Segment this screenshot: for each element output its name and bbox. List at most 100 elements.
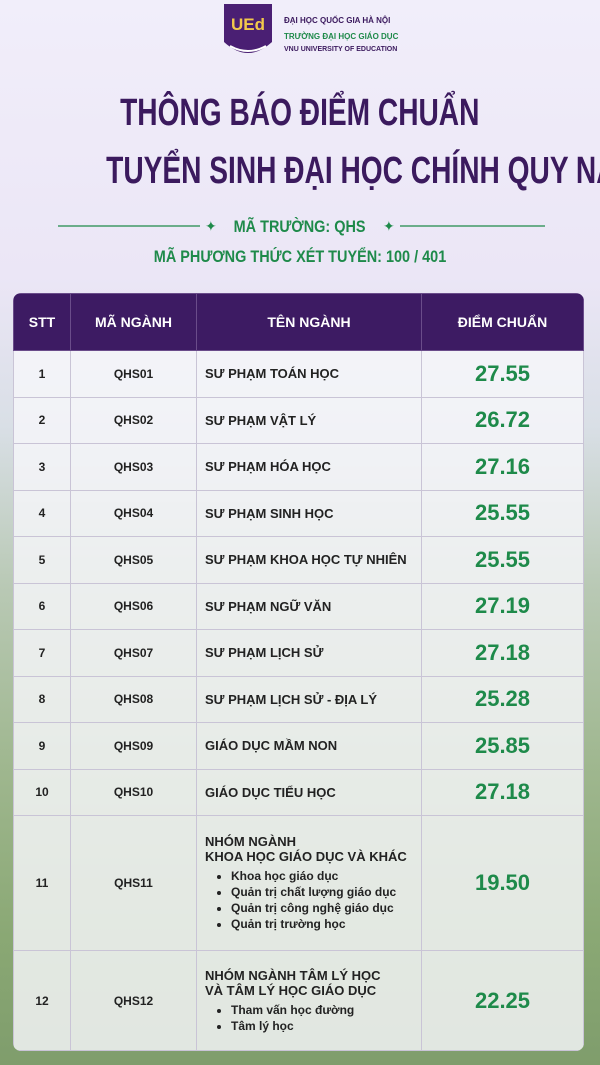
table-header: STT MÃ NGÀNH TÊN NGÀNH ĐIỂM CHUẨN	[13, 293, 584, 351]
stt-cell: 6	[13, 582, 71, 630]
name-cell: SƯ PHẠM NGỮ VĂN	[196, 582, 422, 630]
stt-cell: 8	[13, 675, 71, 723]
stt-cell: 5	[13, 536, 71, 584]
score-cell: 26.72	[421, 396, 584, 444]
column-header: MÃ NGÀNH	[70, 293, 197, 351]
code-cell: QHS07	[70, 629, 197, 677]
score-cell: 19.50	[421, 815, 584, 951]
title: TUYỂN SINH ĐẠI HỌC CHÍNH QUY NĂM 2026	[0, 150, 600, 193]
sub-item: Khoa học giáo dục	[231, 868, 420, 884]
name-line: SƯ PHẠM HÓA HỌC	[205, 459, 331, 475]
code-cell: QHS02	[70, 396, 197, 444]
logo-line: ĐẠI HỌC QUỐC GIA HÀ NỘI	[284, 16, 391, 25]
stt-cell: 4	[13, 489, 71, 537]
name-line: VÀ TÂM LÝ HỌC GIÁO DỤC	[205, 982, 377, 998]
code-cell: QHS01	[70, 350, 197, 398]
name-line: SƯ PHẠM NGỮ VĂN	[205, 598, 332, 614]
table-row: 6 QHS06 SƯ PHẠM NGỮ VĂN 27.19	[13, 582, 584, 630]
stt-cell: 11	[13, 815, 71, 951]
code-cell: QHS11	[70, 815, 197, 951]
table-row: 10 QHS10 GIÁO DỤC TIỂU HỌC 27.18	[13, 768, 584, 816]
name-line: SƯ PHẠM VẬT LÝ	[205, 412, 317, 428]
name-line: SƯ PHẠM LỊCH SỬ	[205, 645, 324, 661]
name-line: SƯ PHẠM LỊCH SỬ - ĐỊA LÝ	[205, 691, 378, 707]
svg-text:✦: ✦	[205, 218, 217, 234]
name-cell: SƯ PHẠM VẬT LÝ	[196, 396, 422, 444]
title-text: TUYỂN SINH ĐẠI HỌC CHÍNH QUY NĂM 2026	[106, 150, 600, 192]
score-cell: 25.28	[421, 675, 584, 723]
name-cell: SƯ PHẠM KHOA HỌC TỰ NHIÊN	[196, 536, 422, 584]
name-cell: SƯ PHẠM TOÁN HỌC	[196, 350, 422, 398]
score-table: STT MÃ NGÀNH TÊN NGÀNH ĐIỂM CHUẨN 1 QHS01 SƯ …	[13, 293, 584, 1051]
stt-cell: 7	[13, 629, 71, 677]
name-line: GIÁO DỤC MẦM NON	[205, 738, 338, 754]
score-cell: 25.55	[421, 536, 584, 584]
school-code: MÃ TRƯỜNG: QHS	[0, 217, 600, 237]
sub-item: Quản trị công nghệ giáo dục	[231, 900, 420, 916]
code-cell: QHS04	[70, 489, 197, 537]
table-row: 3 QHS03 SƯ PHẠM HÓA HỌC 27.16	[13, 443, 584, 491]
name-line: KHOA HỌC GIÁO DỤC VÀ KHÁC	[205, 849, 407, 864]
code-cell: QHS06	[70, 582, 197, 630]
stt-cell: 1	[13, 350, 71, 398]
name-line: NHÓM NGÀNH	[205, 834, 296, 849]
score-cell: 27.19	[421, 582, 584, 630]
name-line: GIÁO DỤC TIỂU HỌC	[205, 784, 336, 800]
table-row: 7 QHS07 SƯ PHẠM LỊCH SỬ 27.18	[13, 629, 584, 677]
code-cell: QHS05	[70, 536, 197, 584]
code-cell: QHS08	[70, 675, 197, 723]
svg-text:✦: ✦	[383, 218, 395, 234]
logo-line: TRƯỜNG ĐẠI HỌC GIÁO DỤC	[284, 32, 399, 41]
stt-cell: 2	[13, 396, 71, 444]
table-row: 4 QHS04 SƯ PHẠM SINH HỌC 25.55	[13, 489, 584, 537]
stt-cell: 10	[13, 768, 71, 816]
logo-line: VNU UNIVERSITY OF EDUCATION	[284, 46, 398, 53]
table-row: 5 QHS05 SƯ PHẠM KHOA HỌC TỰ NHIÊN 25.55	[13, 536, 584, 584]
table-row: 9 QHS09 GIÁO DỤC MẦM NON 25.85	[13, 722, 584, 770]
divider: ✦ ✦	[58, 218, 545, 234]
score-cell: 22.25	[421, 950, 584, 1051]
stt-cell: 9	[13, 722, 71, 770]
name-cell: SƯ PHẠM LỊCH SỬ - ĐỊA LÝ	[196, 675, 422, 723]
stt-cell: 12	[13, 950, 71, 1051]
table-row: 8 QHS08 SƯ PHẠM LỊCH SỬ - ĐỊA LÝ 25.28	[13, 675, 584, 723]
score-cell: 27.18	[421, 629, 584, 677]
score-cell: 27.18	[421, 768, 584, 816]
sub-list: Tham vấn học đườngTâm lý học	[205, 1002, 420, 1034]
score-cell: 27.55	[421, 350, 584, 398]
table-row: 1 QHS01 SƯ PHẠM TOÁN HỌC 27.55	[13, 350, 584, 398]
score-cell: 25.55	[421, 489, 584, 537]
logo: UEd ĐẠI HỌC QUỐC GIA HÀ NỘI TRƯỜNG ĐẠI H…	[222, 2, 398, 74]
title: THÔNG BÁO ĐIỂM CHUẨN	[0, 92, 600, 135]
name-cell: SƯ PHẠM HÓA HỌC	[196, 443, 422, 491]
sub-item: Quản trị chất lượng giáo dục	[231, 884, 420, 900]
code-cell: QHS03	[70, 443, 197, 491]
school-code-text: MÃ TRƯỜNG: QHS	[234, 217, 366, 236]
svg-text:UEd: UEd	[231, 15, 265, 34]
method-code: MÃ PHƯƠNG THỨC XÉT TUYỂN: 100 / 401	[0, 247, 600, 267]
name-cell: NHÓM NGÀNH TÂM LÝ HỌC VÀ TÂM LÝ HỌC GIÁO …	[196, 950, 422, 1051]
column-header: STT	[13, 293, 71, 351]
title-text: THÔNG BÁO ĐIỂM CHUẨN	[120, 92, 480, 134]
name-cell: SƯ PHẠM LỊCH SỬ	[196, 629, 422, 677]
name-line: NHÓM NGÀNH TÂM LÝ HỌC	[205, 967, 381, 983]
sub-item: Quản trị trường học	[231, 916, 420, 932]
name-line: SƯ PHẠM TOÁN HỌC	[205, 366, 340, 382]
table-row: 2 QHS02 SƯ PHẠM VẬT LÝ 26.72	[13, 396, 584, 444]
sub-item: Tham vấn học đường	[231, 1002, 420, 1018]
code-cell: QHS12	[70, 950, 197, 1051]
table-row: 11 QHS11 NHÓM NGÀNH KHOA HỌC GIÁO DỤC VÀ KH…	[13, 815, 584, 951]
sub-list: Khoa học giáo dụcQuản trị chất lượng giá…	[205, 868, 420, 932]
name-line: SƯ PHẠM KHOA HỌC TỰ NHIÊN	[205, 552, 407, 568]
score-cell: 25.85	[421, 722, 584, 770]
column-header: ĐIỂM CHUẨN	[421, 293, 584, 351]
stt-cell: 3	[13, 443, 71, 491]
name-cell: SƯ PHẠM SINH HỌC	[196, 489, 422, 537]
code-cell: QHS10	[70, 768, 197, 816]
table-row: 12 QHS12 NHÓM NGÀNH TÂM LÝ HỌC VÀ TÂM LÝ HỌ…	[13, 950, 584, 1051]
code-cell: QHS09	[70, 722, 197, 770]
method-code-text: MÃ PHƯƠNG THỨC XÉT TUYỂN: 100 / 401	[153, 247, 447, 266]
sub-item: Tâm lý học	[231, 1018, 420, 1034]
name-cell: GIÁO DỤC TIỂU HỌC	[196, 768, 422, 816]
